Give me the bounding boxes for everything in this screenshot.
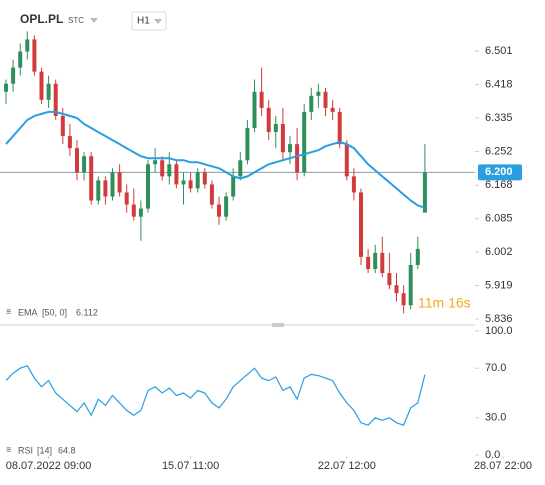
candle-body [295, 144, 300, 173]
candle-body [110, 172, 115, 197]
interval-select[interactable] [131, 11, 167, 31]
candle-body [188, 180, 193, 189]
y-tick-label: 6.168 [485, 179, 513, 191]
indicator-params: [50, 0] [42, 307, 67, 317]
candle-body [53, 83, 58, 116]
indicator-value: 6.112 [76, 307, 98, 317]
candle-body [46, 83, 51, 100]
candle-body [387, 273, 392, 286]
y-tick-label: 5.919 [485, 279, 513, 291]
candle-body [18, 51, 23, 68]
candle-body [60, 115, 65, 137]
candle-body [39, 71, 44, 100]
y-tick-label: 70.0 [485, 362, 506, 374]
candle-body [273, 123, 278, 133]
candle-body [309, 95, 314, 112]
ema-line [5, 110, 426, 209]
divider-handle[interactable] [272, 323, 284, 327]
candle-body [401, 293, 406, 306]
candle-body [138, 208, 143, 217]
candle-body [153, 160, 158, 165]
candle-body [209, 184, 214, 205]
y-tick-label: 30.0 [485, 412, 506, 424]
candle-body [82, 156, 87, 173]
candle-body [245, 128, 250, 161]
candle-body [259, 91, 264, 108]
candle-body [266, 107, 271, 133]
rsi-line [5, 364, 426, 426]
candle-body [124, 192, 129, 205]
dropdown-arrow[interactable] [154, 19, 162, 24]
candle-body [288, 144, 292, 153]
y-tick-label: 0.0 [485, 449, 500, 461]
interval: H1 [137, 16, 150, 27]
y-tick-label: 5.836 [485, 313, 513, 325]
indicator-params: [14] [37, 445, 52, 455]
candle-body [103, 180, 108, 197]
market: STC [68, 16, 84, 25]
menu-icon[interactable]: ≡ [6, 306, 11, 316]
candle-body [380, 252, 385, 274]
x-tick-label: 22.07 12:00 [318, 460, 376, 472]
candle-body [359, 192, 363, 257]
y-tick-label: 6.002 [485, 246, 513, 258]
candle-body [351, 176, 356, 193]
candle-body [408, 264, 413, 306]
indicator-value: 64.8 [58, 445, 76, 455]
candle-body [316, 91, 321, 96]
countdown: 11m 16s [418, 295, 471, 311]
candle-body [337, 111, 342, 145]
indicator-name: EMA [18, 307, 38, 317]
candle-body [217, 204, 221, 217]
x-tick-label: 28.07 22:00 [474, 460, 532, 472]
candle-body [202, 172, 207, 185]
candle-body [117, 172, 122, 193]
candle-body [4, 83, 8, 92]
y-tick-label: 6.085 [485, 213, 513, 225]
y-tick-label: 6.418 [485, 78, 513, 90]
candle-body [32, 39, 37, 72]
candle-body [160, 160, 165, 177]
candle-body [422, 172, 427, 213]
menu-icon[interactable]: ≡ [6, 444, 11, 454]
indicator-name: RSI [18, 445, 33, 455]
candle-body [224, 196, 229, 217]
candle-body [323, 91, 328, 108]
candle-body [231, 176, 236, 197]
candle-body [131, 204, 136, 217]
candle-body [344, 144, 349, 177]
candle-body [174, 164, 179, 185]
candle-body [181, 180, 186, 185]
candle-body [67, 136, 72, 149]
candle-body [96, 180, 101, 201]
symbol: OPL.PL [20, 12, 63, 26]
candle-body [252, 91, 257, 129]
candle-body [394, 285, 399, 294]
dropdown-arrow[interactable] [90, 18, 98, 23]
y-tick-label: 100.0 [485, 325, 513, 337]
candle-body [75, 148, 79, 173]
current-price-box [478, 164, 522, 181]
candle-body [89, 156, 94, 201]
x-tick-label: 08.07.2022 09:00 [6, 460, 92, 472]
y-tick-label: 6.501 [485, 45, 513, 57]
x-tick-label: 15.07 11:00 [162, 460, 219, 472]
candle-body [330, 107, 335, 112]
candle-body [366, 256, 371, 270]
candle-body [373, 252, 378, 270]
candle-body [415, 248, 420, 265]
y-tick-label: 6.335 [485, 112, 513, 124]
candle-body [146, 164, 150, 209]
candle-body [238, 160, 243, 177]
y-tick-label: 6.252 [485, 145, 513, 157]
candle-body [11, 67, 16, 84]
candle-body [167, 164, 172, 177]
candle-body [195, 172, 200, 189]
current-price-label: 6.200 [485, 166, 513, 178]
candle-body [280, 123, 285, 153]
candle-body [25, 39, 30, 52]
candle-body [302, 111, 307, 173]
